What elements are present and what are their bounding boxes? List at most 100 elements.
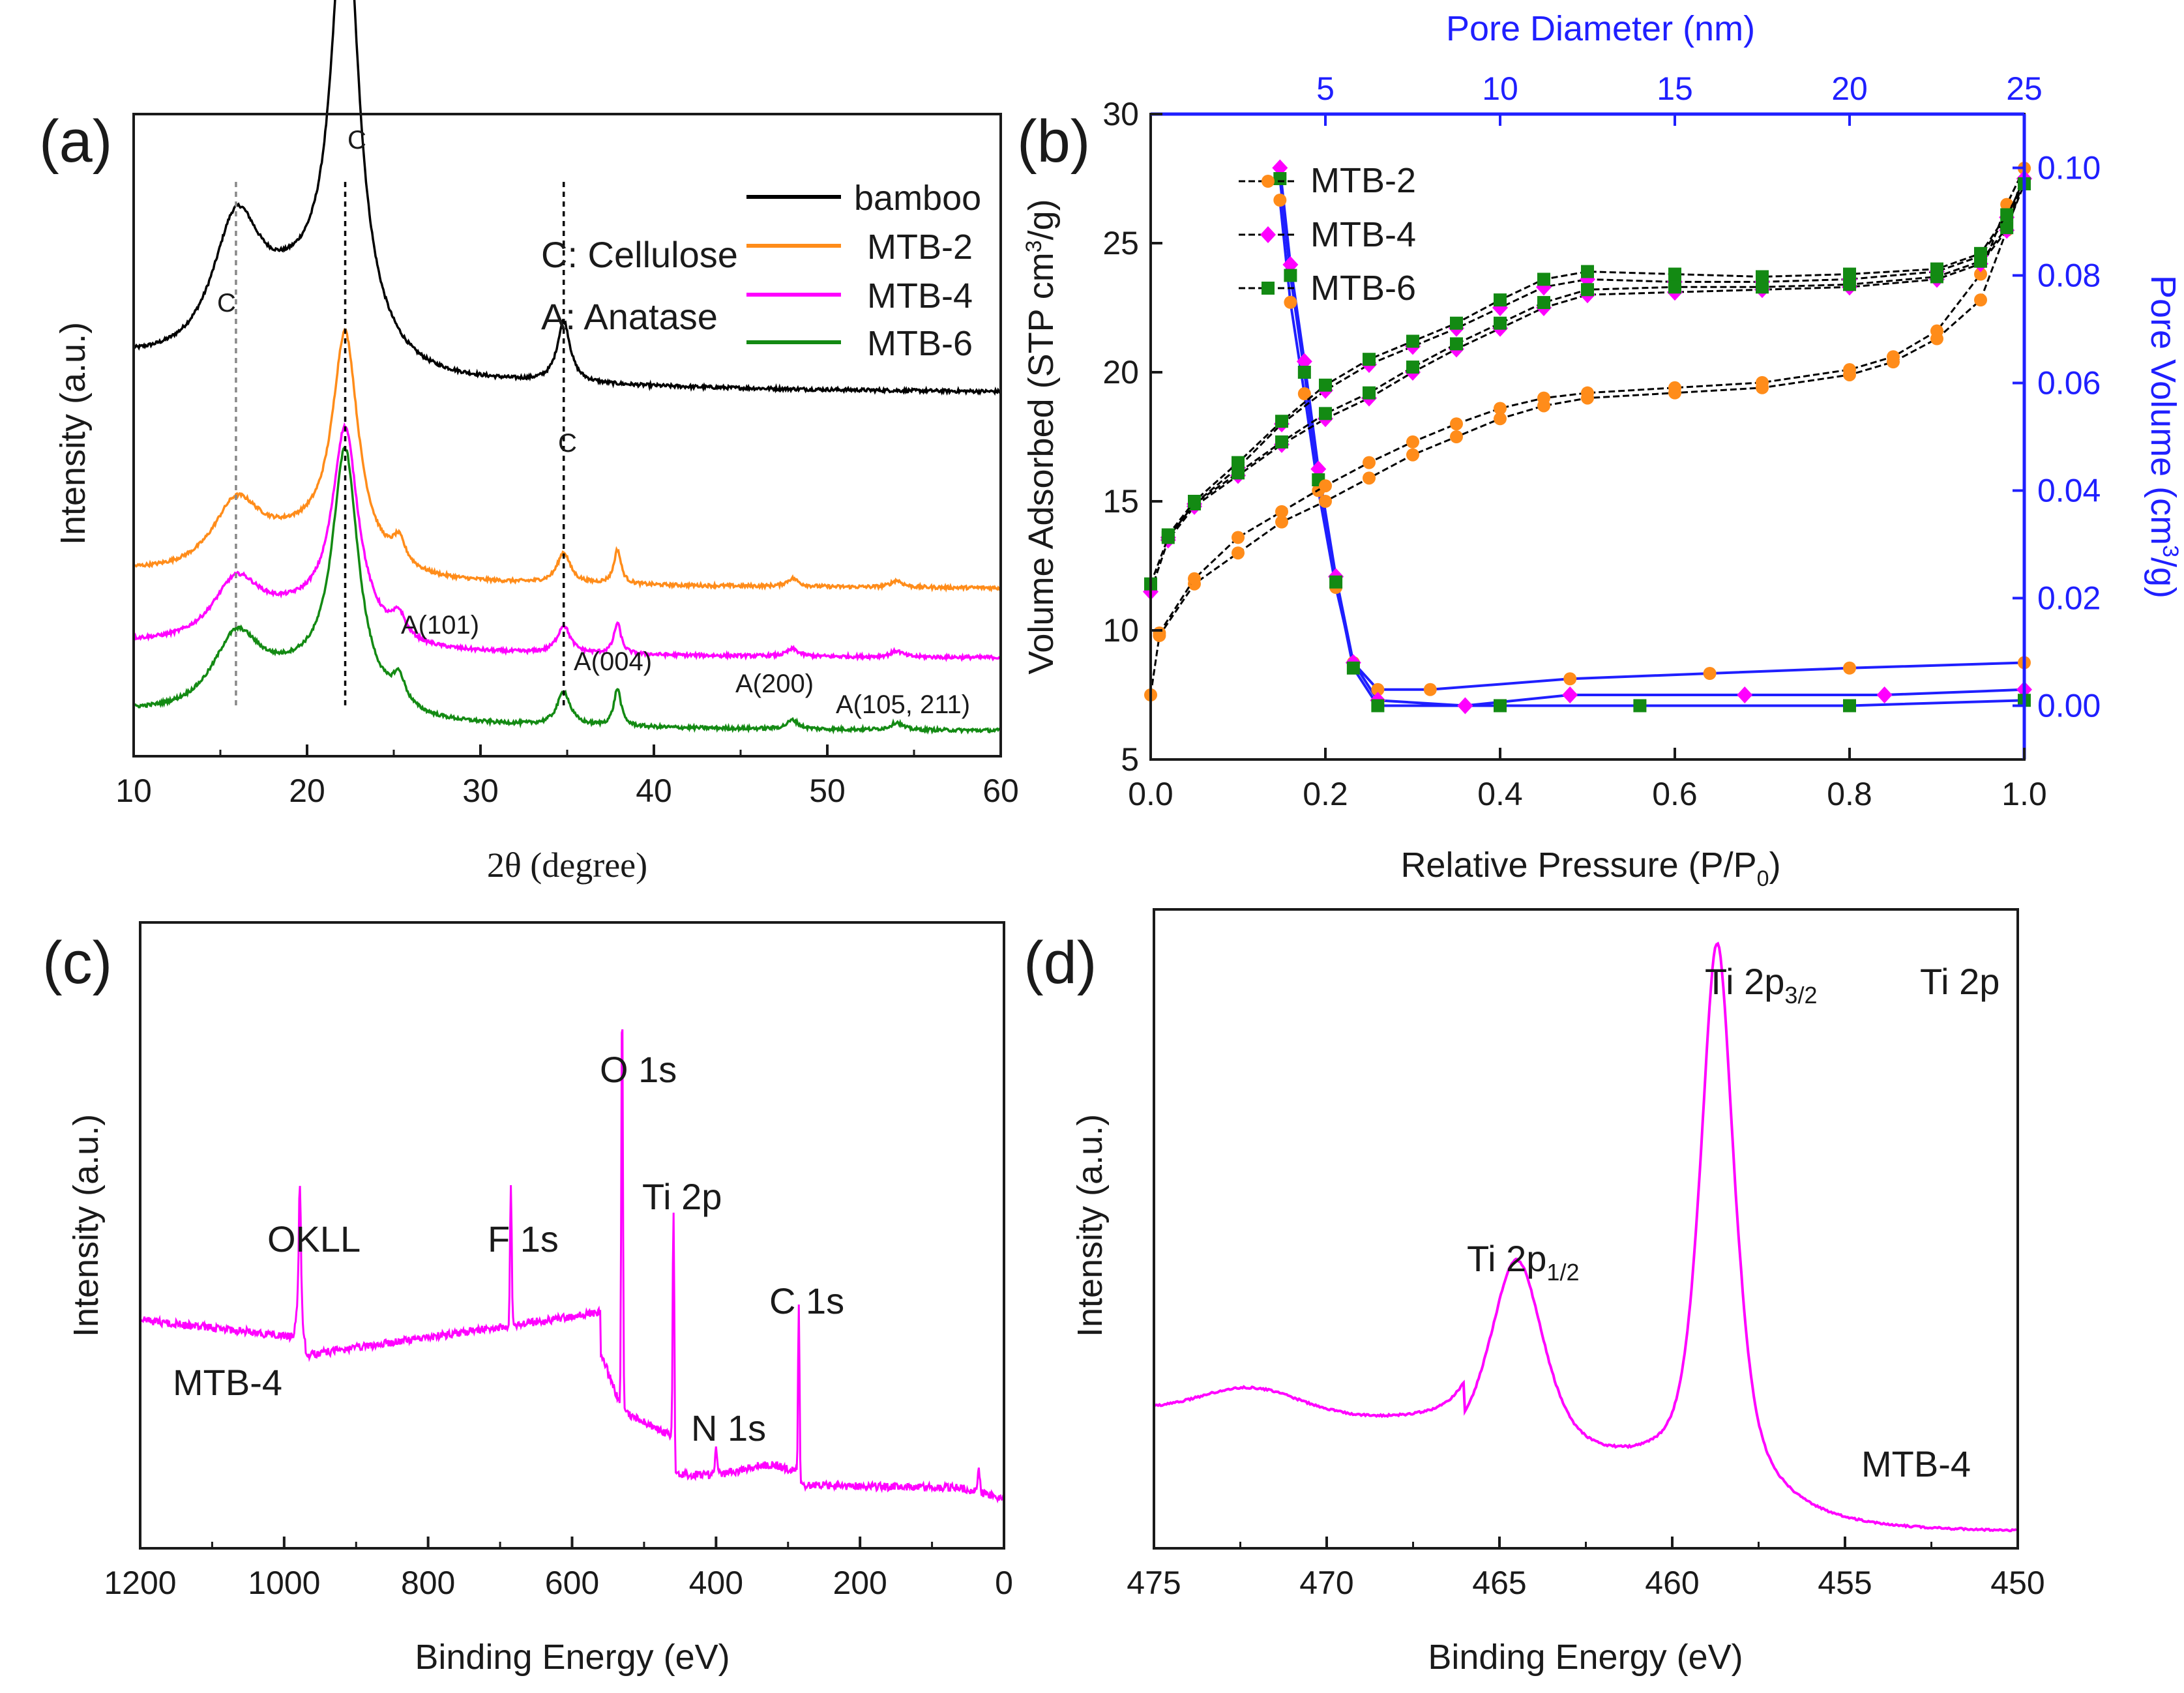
y2-tick-label: 0.00 — [2037, 688, 2101, 724]
pore-line-mtb6 — [1278, 178, 2025, 707]
marker-mtb6 — [1232, 456, 1245, 469]
peak-label-f1s: F 1s — [488, 1218, 559, 1259]
marker-mtb2 — [1406, 448, 1419, 462]
marker-mtb6 — [1756, 270, 1769, 284]
y2-tick-label: 0.06 — [2037, 365, 2101, 402]
pore-line-mtb4 — [1278, 168, 2025, 707]
marker-mtb6 — [1974, 246, 1987, 260]
x-tick-label: 30 — [462, 773, 499, 809]
panel-d-x-title: Binding Energy (eV) — [1428, 1638, 1743, 1677]
marker-mtb4 — [1876, 686, 1893, 703]
legend-label-mtb4: MTB-4 — [1310, 215, 1416, 254]
panel-c-y-title: Intensity (a.u.) — [66, 1114, 106, 1337]
panel-b-x2-title: Pore Diameter (nm) — [1446, 9, 1755, 48]
marker-mtb4 — [1562, 686, 1578, 703]
peak-label-okll: OKLL — [267, 1218, 361, 1259]
marker-mtb6 — [1581, 265, 1594, 278]
marker-mtb6 — [1668, 280, 1681, 294]
marker-mtb6 — [1494, 316, 1507, 330]
panel-c-x-axis: 1200 1000 800 600 400 200 0 — [104, 1537, 1013, 1601]
x-tick-label: 0 — [995, 1565, 1013, 1601]
panel-a-label: (a) — [39, 108, 112, 175]
isotherm-adsorption-mtb2 — [1149, 168, 2026, 696]
sample-label-mtb4: MTB-4 — [173, 1362, 282, 1403]
x-tick-label: 475 — [1127, 1565, 1181, 1601]
marker-mtb6 — [2000, 208, 2014, 222]
marker-mtb2 — [1930, 324, 1943, 338]
region-label-ti2p: Ti 2p — [1920, 961, 2000, 1002]
x-tick-label: 200 — [833, 1565, 887, 1601]
marker-mtb2 — [1262, 175, 1275, 188]
legend-label-mtb6: MTB-6 — [867, 324, 973, 363]
panel-b-label: (b) — [1017, 108, 1090, 175]
marker-mtb6 — [1273, 172, 1287, 185]
marker-mtb6 — [1275, 415, 1288, 428]
panel-a-plot-area — [132, 0, 1002, 735]
x-tick-label: 1.0 — [2001, 776, 2047, 812]
x-tick-label: 0.8 — [1827, 776, 1872, 812]
marker-mtb6 — [1450, 316, 1463, 330]
marker-mtb2 — [1563, 672, 1577, 686]
x-tick-label: 40 — [636, 773, 672, 809]
series-line-mtb6 — [132, 445, 1002, 735]
y-tick-label: 25 — [1102, 225, 1139, 261]
y2-tick-label: 0.02 — [2037, 580, 2101, 617]
marker-mtb2 — [1273, 194, 1287, 207]
x-tick-label: 0.4 — [1477, 776, 1523, 812]
marker-mtb2 — [1232, 531, 1245, 544]
marker-mtb2 — [1232, 546, 1245, 560]
marker-mtb6 — [1494, 699, 1507, 713]
marker-mtb2 — [1188, 572, 1201, 585]
marker-mtb2 — [1703, 667, 1717, 680]
x-tick-label: 0.6 — [1652, 776, 1698, 812]
panel-a-xrd: (a) 10 20 30 40 50 60 2θ (degree) Intensity (… — [39, 0, 1019, 885]
marker-mtb6 — [1843, 267, 1856, 281]
y2-tick-label: 0.08 — [2037, 258, 2101, 294]
marker-mtb6 — [1494, 293, 1507, 307]
marker-mtb6 — [1843, 278, 1856, 291]
panel-a-x-title: 2θ (degree) — [487, 846, 647, 885]
marker-mtb2 — [1843, 661, 1856, 675]
peak-label-c1s: C 1s — [769, 1280, 844, 1321]
marker-mtb6 — [1450, 337, 1463, 351]
marker-mtb6 — [1756, 280, 1769, 294]
x-tick-label: 455 — [1818, 1565, 1872, 1601]
panel-c-x-title: Binding Energy (eV) — [415, 1638, 730, 1677]
anno-a200: A(200) — [735, 670, 814, 698]
marker-mtb6 — [1363, 386, 1376, 400]
y2-tick-label: 0.10 — [2037, 150, 2101, 186]
series-line-bamboo — [132, 0, 1001, 396]
y-tick-label: 10 — [1102, 612, 1139, 649]
marker-mtb6 — [1363, 353, 1376, 366]
x-tick-label: 1000 — [248, 1565, 320, 1601]
x-tick-label: 460 — [1645, 1565, 1699, 1601]
panel-d-y-title: Intensity (a.u.) — [1070, 1114, 1110, 1337]
marker-mtb6 — [1329, 575, 1343, 589]
marker-mtb6 — [1668, 267, 1681, 281]
anno-c-peak-16: C — [217, 289, 236, 317]
anno-c-peak-35: C — [558, 429, 577, 458]
marker-mtb4 — [1457, 697, 1473, 714]
x-tick-label: 10 — [115, 773, 152, 809]
x2-tick-label: 15 — [1657, 70, 1693, 107]
marker-mtb4 — [1260, 226, 1276, 243]
marker-mtb2 — [2000, 198, 2014, 211]
panel-d-label: (d) — [1024, 930, 1097, 996]
legend-entry-mtb4 — [1239, 226, 1297, 243]
y-tick-label: 15 — [1102, 483, 1139, 520]
marker-mtb6 — [1297, 366, 1311, 379]
peak-label-ti2p: Ti 2p — [642, 1176, 722, 1217]
marker-mtb6 — [1262, 282, 1275, 295]
series-line-mtb2 — [132, 327, 1002, 593]
marker-mtb6 — [1319, 378, 1332, 392]
x-tick-label: 50 — [809, 773, 846, 809]
marker-mtb6 — [1371, 699, 1385, 713]
x-tick-label: 0.2 — [1303, 776, 1348, 812]
panel-b-plot-area — [1143, 159, 2032, 714]
x-tick-label: 600 — [545, 1565, 599, 1601]
legend-label-mtb4: MTB-4 — [867, 276, 973, 316]
x-tick-label: 60 — [982, 773, 1019, 809]
marker-mtb2 — [1153, 626, 1166, 640]
marker-mtb2 — [1363, 471, 1376, 485]
